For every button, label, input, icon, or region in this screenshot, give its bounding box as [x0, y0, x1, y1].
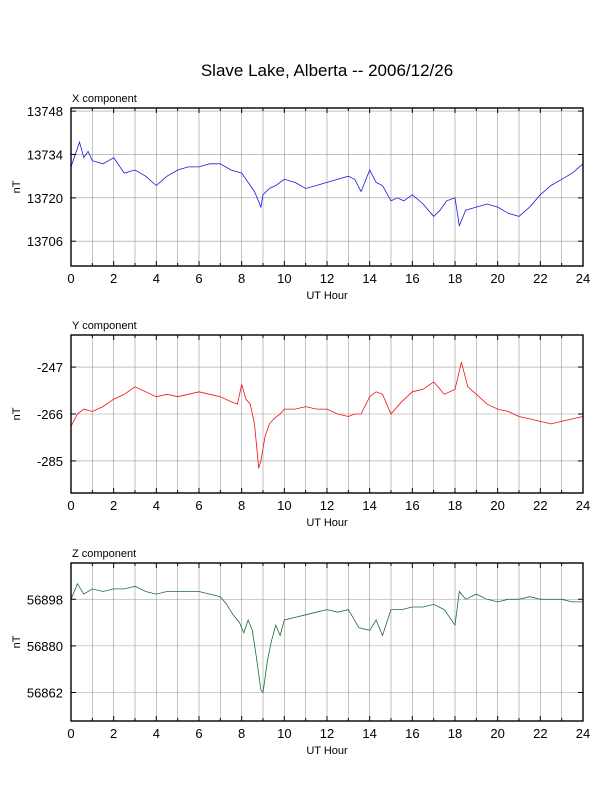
x-tick-label: 24 [576, 271, 590, 286]
x-tick-label: 6 [195, 498, 202, 513]
x-tick-label: 2 [110, 726, 117, 741]
x-tick-label: 14 [362, 726, 376, 741]
x-tick-label: 20 [490, 498, 504, 513]
x-axis-title: UT Hour [306, 745, 348, 757]
y-tick-label: -266 [37, 407, 63, 422]
series-line [70, 362, 584, 469]
x-tick-label: 18 [448, 271, 462, 286]
y-tick-label: 13706 [27, 234, 63, 249]
x-axis-title: UT Hour [306, 290, 348, 302]
y-axis-title: nT [11, 635, 23, 648]
series-line [70, 582, 583, 694]
x-tick-label: 6 [195, 726, 202, 741]
x-tick-label: 18 [448, 498, 462, 513]
x-tick-label: 0 [67, 726, 74, 741]
x-tick-label: 22 [533, 271, 547, 286]
x-tick-label: 22 [533, 726, 547, 741]
x-tick-label: 2 [110, 498, 117, 513]
x-axis-title: UT Hour [306, 517, 348, 529]
chart-title: Slave Lake, Alberta -- 2006/12/26 [201, 61, 453, 80]
x-tick-label: 12 [320, 726, 334, 741]
y-tick-label: 13748 [27, 104, 63, 119]
y-axis-title: nT [11, 407, 23, 420]
panel-label: Z component [72, 548, 136, 560]
x-tick-label: 18 [448, 726, 462, 741]
panel-1: 0 2 4 6 8 10 12 14 16 18 20 22 241370613720137341374… [11, 93, 590, 302]
y-tick-label: -285 [37, 454, 63, 469]
x-tick-label: 2 [110, 271, 117, 286]
x-tick-label: 12 [320, 498, 334, 513]
x-tick-label: 0 [67, 498, 74, 513]
panel-label: X component [72, 93, 137, 105]
x-tick-label: 16 [405, 498, 419, 513]
x-tick-label: 8 [238, 498, 245, 513]
y-tick-label: 13734 [27, 147, 63, 162]
panel-label: Y component [72, 320, 137, 332]
x-tick-label: 12 [320, 271, 334, 286]
x-tick-label: 16 [405, 271, 419, 286]
panels-group: 0 2 4 6 8 10 12 14 16 18 20 22 241370613720137341374… [11, 93, 590, 757]
x-tick-label: 6 [195, 271, 202, 286]
x-tick-label: 8 [238, 726, 245, 741]
x-tick-label: 4 [153, 498, 160, 513]
x-tick-label: 16 [405, 726, 419, 741]
x-tick-label: 20 [490, 271, 504, 286]
x-tick-label: 14 [362, 498, 376, 513]
x-tick-label: 0 [67, 271, 74, 286]
x-tick-label: 22 [533, 498, 547, 513]
x-tick-label: 20 [490, 726, 504, 741]
x-tick-label: 24 [576, 498, 590, 513]
x-tick-label: 10 [277, 271, 291, 286]
series-line [70, 140, 584, 228]
x-tick-label: 4 [153, 271, 160, 286]
y-tick-label: -247 [37, 360, 63, 375]
y-tick-label: 56862 [27, 686, 63, 701]
y-tick-label: 13720 [27, 191, 63, 206]
x-tick-label: 4 [153, 726, 160, 741]
y-axis-title: nT [11, 180, 23, 193]
x-tick-label: 8 [238, 271, 245, 286]
x-tick-label: 14 [362, 271, 376, 286]
y-tick-label: 56898 [27, 592, 63, 607]
x-tick-label: 10 [277, 726, 291, 741]
y-tick-label: 56880 [27, 639, 63, 654]
x-tick-label: 10 [277, 498, 291, 513]
x-tick-label: 24 [576, 726, 590, 741]
